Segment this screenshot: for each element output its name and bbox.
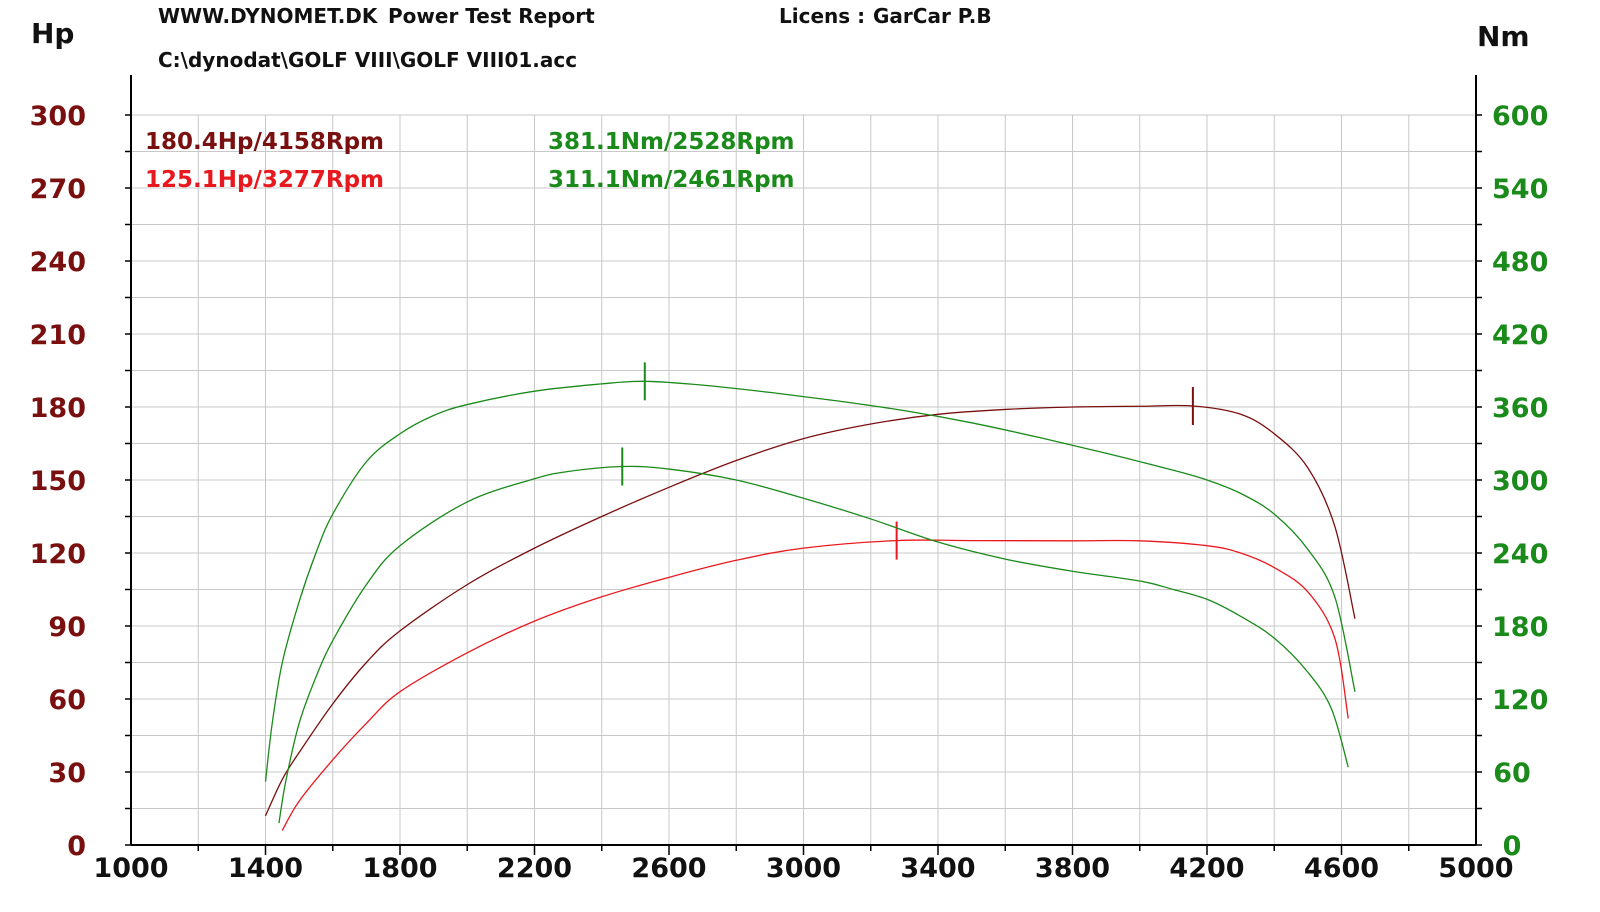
y-left-tick-label: 150 — [30, 466, 86, 497]
y-right-tick-label: 420 — [1492, 320, 1548, 351]
x-tick-label: 4200 — [1169, 853, 1244, 884]
grid — [130, 114, 1477, 846]
y-right-tick-label: 300 — [1492, 466, 1548, 497]
curve-right-3 — [278, 465, 1349, 824]
y-left-tick-label: 90 — [48, 612, 86, 643]
y-right-tick-label: 0 — [1503, 831, 1522, 862]
x-tick-label: 2200 — [497, 853, 572, 884]
x-tick-label: 3000 — [766, 853, 841, 884]
x-tick-label: 1800 — [362, 853, 437, 884]
left-axis-unit-label: Hp — [31, 17, 75, 50]
torque-peak-annotation-2: 311.1Nm/2461Rpm — [548, 167, 795, 193]
license-label: Licens : — [779, 4, 866, 28]
y-left-tick-label: 30 — [48, 758, 86, 789]
curves — [264, 362, 1356, 831]
site-title: WWW.DYNOMET.DK — [158, 4, 378, 28]
y-right-tick-label: 60 — [1493, 758, 1531, 789]
y-left-tick-label: 120 — [30, 539, 86, 570]
x-tick-label: 3800 — [1035, 853, 1110, 884]
y-right-tick-label: 180 — [1492, 612, 1548, 643]
curve-left-1 — [281, 539, 1349, 831]
right-axis-unit-label: Nm — [1477, 20, 1530, 53]
y-right-tick-label: 360 — [1492, 393, 1548, 424]
y-right-tick-label: 540 — [1492, 174, 1548, 205]
tick-labels: 1000 1400 1800 2200 2600 3000 3400 3800 4200 4600… — [30, 101, 1549, 884]
x-tick-label: 5000 — [1438, 853, 1513, 884]
x-tick-label: 1400 — [228, 853, 303, 884]
file-path: C:\dynodat\GOLF VIII\GOLF VIII01.acc — [158, 48, 578, 72]
y-left-tick-label: 60 — [48, 685, 86, 716]
x-tick-label: 4600 — [1304, 853, 1379, 884]
license-value: GarCar P.B — [873, 4, 992, 28]
y-left-tick-label: 180 — [30, 393, 86, 424]
y-right-tick-label: 480 — [1492, 247, 1548, 278]
x-tick-label: 2600 — [631, 853, 706, 884]
torque-peak-annotation-1: 381.1Nm/2528Rpm — [548, 129, 795, 155]
report-title: Power Test Report — [388, 4, 595, 28]
y-right-tick-label: 600 — [1492, 101, 1548, 132]
y-left-tick-label: 270 — [30, 174, 86, 205]
y-left-tick-label: 210 — [30, 320, 86, 351]
y-right-tick-label: 240 — [1492, 539, 1548, 570]
axes — [125, 75, 1482, 855]
y-left-tick-label: 240 — [30, 247, 86, 278]
y-left-tick-label: 300 — [30, 101, 86, 132]
y-right-tick-label: 120 — [1492, 685, 1548, 716]
curve-right-2 — [264, 380, 1356, 782]
y-left-tick-label: 0 — [67, 831, 86, 862]
power-peak-annotation-1: 180.4Hp/4158Rpm — [145, 129, 385, 155]
power-peak-annotation-2: 125.1Hp/3277Rpm — [145, 167, 385, 193]
curve-left-0 — [264, 404, 1356, 817]
x-tick-label: 3400 — [900, 853, 975, 884]
x-tick-label: 1000 — [93, 853, 168, 884]
